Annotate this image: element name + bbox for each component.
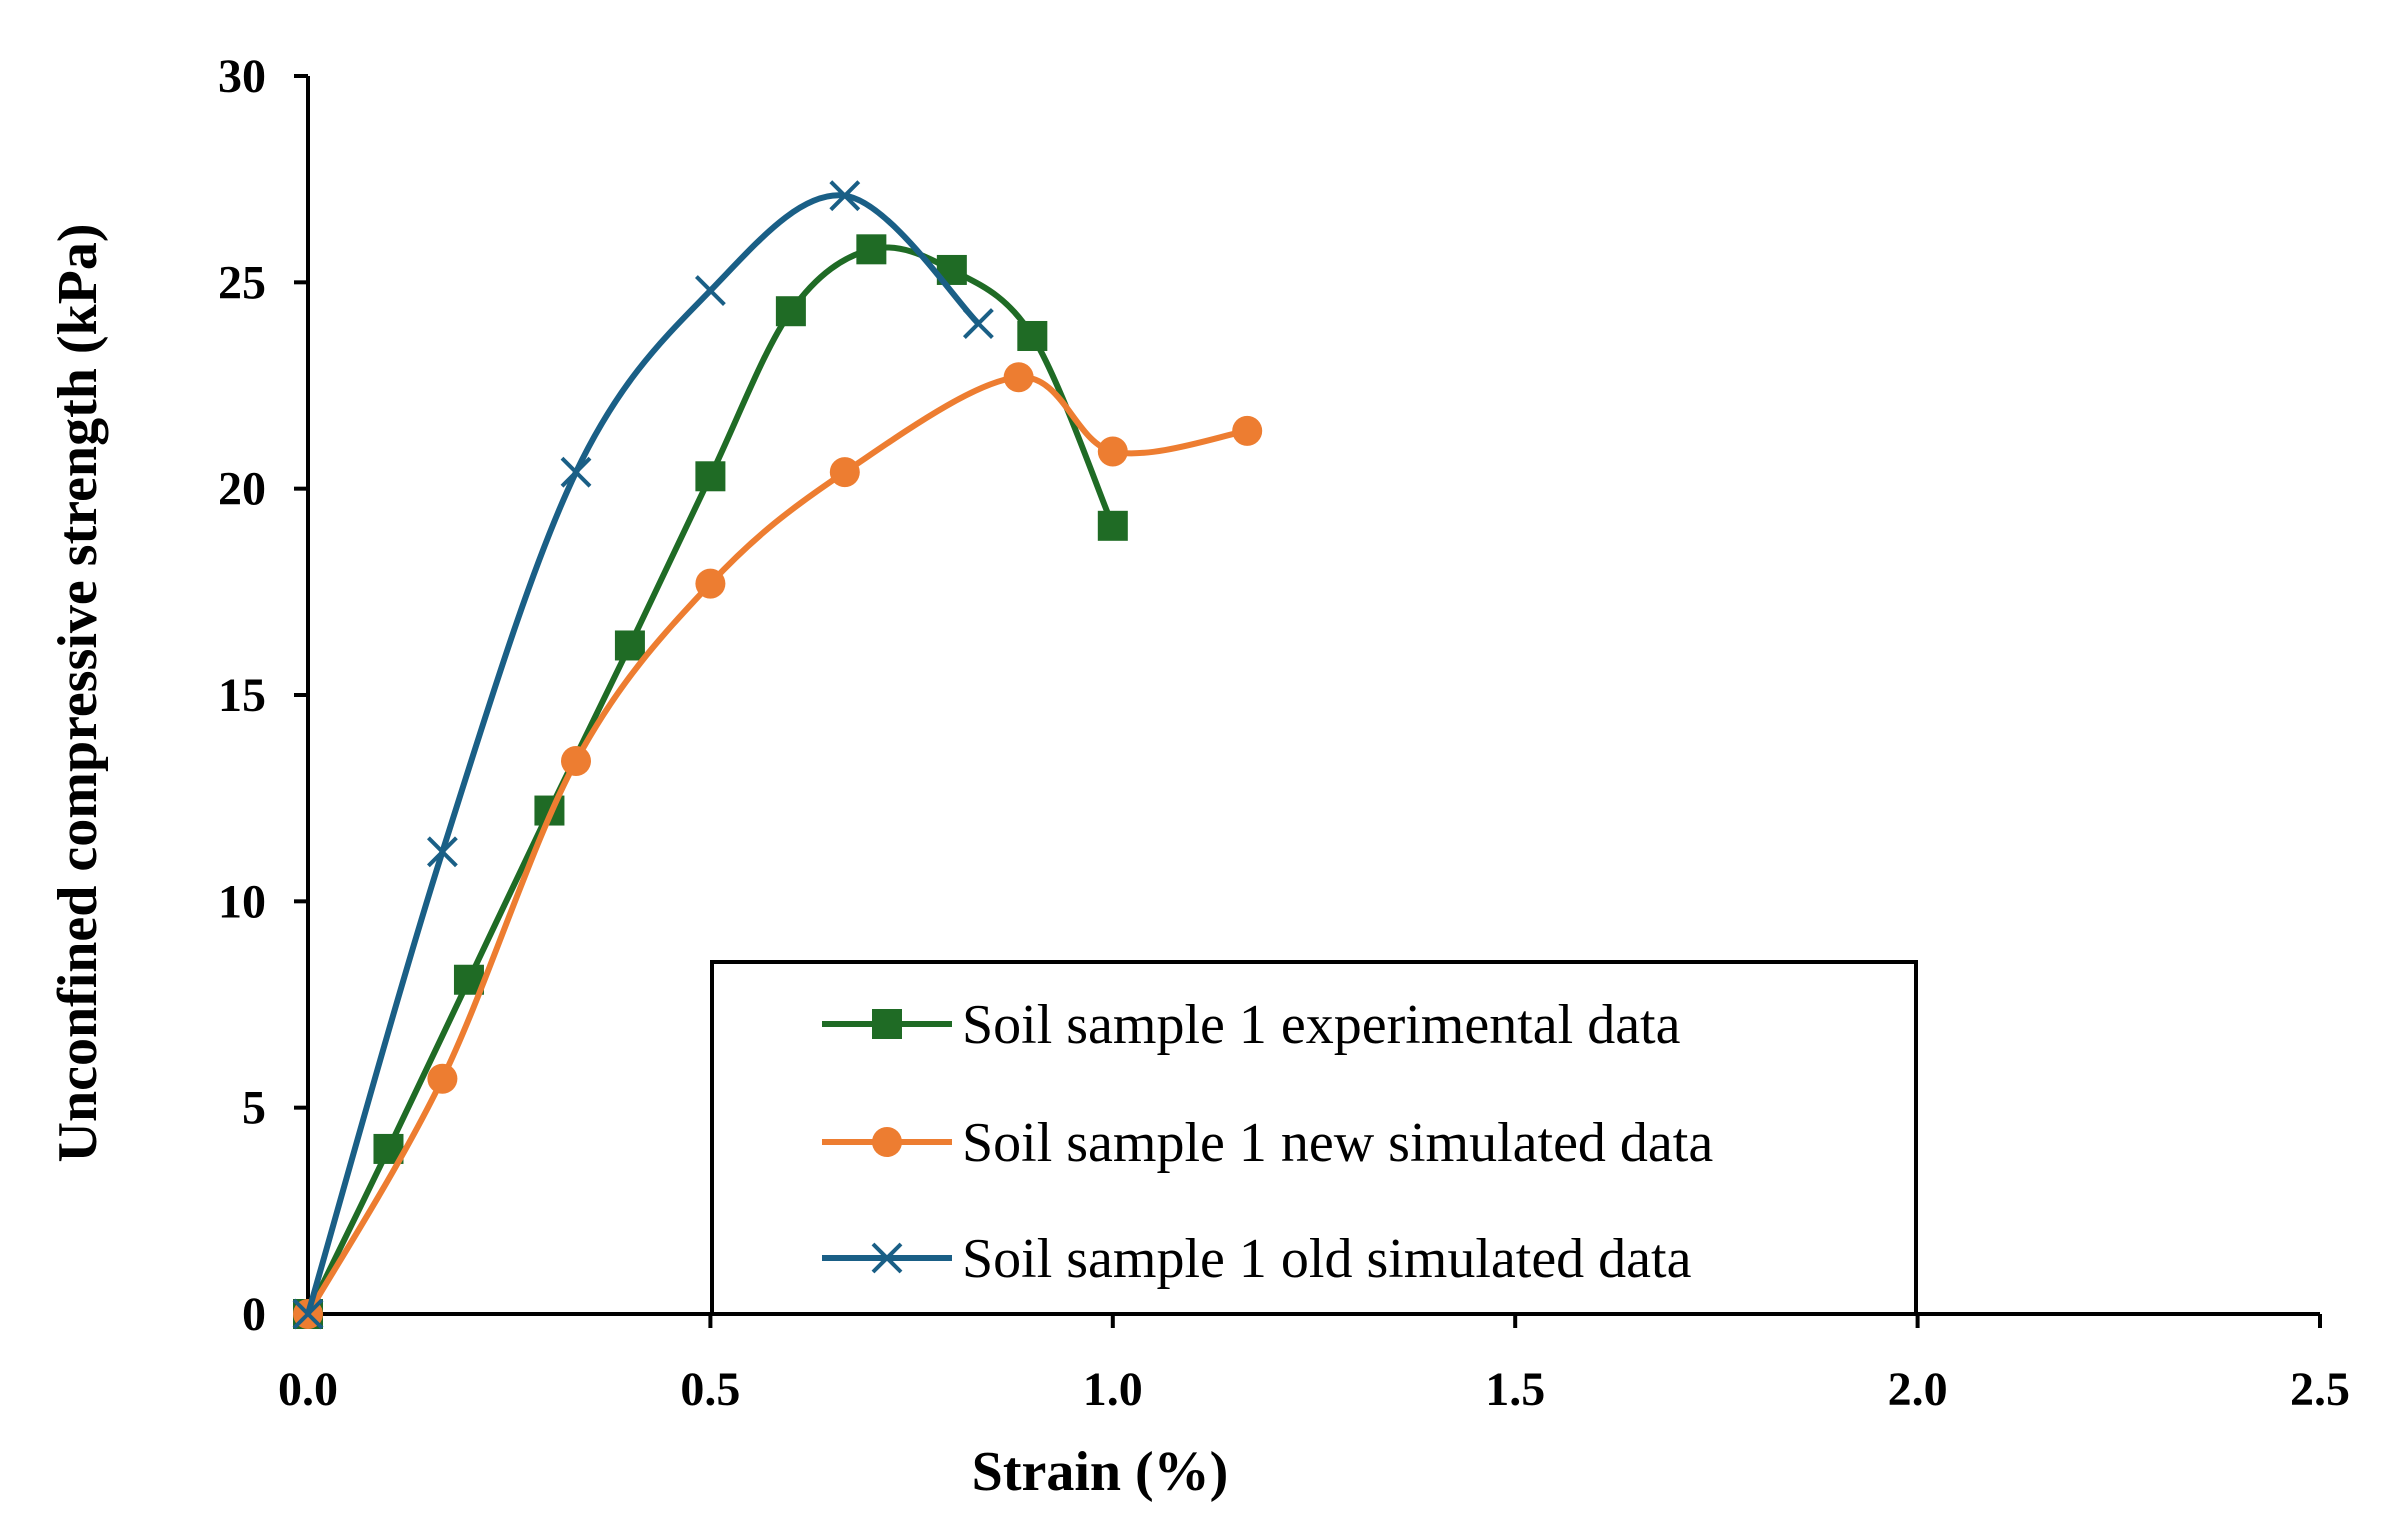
data-point-new-simulated — [1232, 415, 1263, 446]
x-axis-title: Strain (%) — [972, 1441, 1229, 1503]
x-marker-stroke — [962, 308, 994, 340]
legend-marker-old-simulated — [871, 1242, 903, 1274]
y-tick-label: 10 — [218, 875, 266, 928]
data-point-old-simulated — [560, 456, 592, 488]
y-tick-label: 5 — [242, 1082, 266, 1135]
series-layer — [292, 180, 1263, 1330]
y-axis-title: Unconfined compressive strength (kPa) — [47, 223, 109, 1162]
data-point-new-simulated — [1097, 436, 1128, 467]
series-old-simulated — [292, 180, 994, 1330]
x-marker-stroke — [694, 275, 726, 307]
data-point-new-simulated — [560, 746, 591, 777]
data-point-new-simulated — [1003, 362, 1034, 393]
data-point-experimental — [1097, 510, 1128, 541]
data-point-old-simulated — [426, 836, 458, 868]
data-point-old-simulated — [292, 1298, 324, 1330]
x-marker-stroke — [426, 836, 458, 868]
x-marker-stroke — [560, 456, 592, 488]
series-experimental — [293, 234, 1128, 1329]
x-tick-label: 2.5 — [2290, 1363, 2350, 1416]
axes: 0 5 10 15 20 25 30 0.0 0.5 1.0 1.5 2.0 2.5 — [218, 50, 2350, 1416]
data-point-old-simulated — [962, 308, 994, 340]
legend-marker-new-simulated — [872, 1127, 902, 1157]
data-point-old-simulated — [694, 275, 726, 307]
data-point-experimental — [614, 630, 645, 661]
data-point-experimental — [856, 234, 887, 265]
legend-label-old-simulated: Soil sample 1 old simulated data — [962, 1228, 1692, 1290]
y-tick-label: 20 — [218, 463, 266, 516]
x-tick-label: 0.5 — [680, 1363, 740, 1416]
series-line-experimental — [305, 244, 1116, 1316]
x-marker-stroke — [829, 180, 861, 212]
data-point-new-simulated — [829, 457, 860, 488]
x-tick-label: 0.0 — [278, 1363, 338, 1416]
data-point-new-simulated — [695, 568, 726, 599]
legend: Soil sample 1 experimental data Soil samp… — [710, 960, 1918, 1316]
x-tick-label: 1.5 — [1485, 1363, 1545, 1416]
data-point-old-simulated — [829, 180, 861, 212]
legend-marker-experimental — [872, 1009, 902, 1039]
x-marker-stroke — [871, 1242, 903, 1274]
x-marker-stroke — [292, 1298, 324, 1330]
y-tick-label: 25 — [218, 256, 266, 309]
data-point-experimental — [695, 461, 726, 492]
data-point-new-simulated — [427, 1063, 458, 1094]
x-tick-label: 1.0 — [1083, 1363, 1143, 1416]
series-new-simulated — [293, 362, 1263, 1329]
x-tick-label: 2.0 — [1888, 1363, 1948, 1416]
y-tick-label: 30 — [218, 50, 266, 103]
legend-label-experimental: Soil sample 1 experimental data — [962, 994, 1681, 1056]
y-tick-label: 15 — [218, 669, 266, 722]
y-tick-label: 0 — [242, 1288, 266, 1341]
data-point-experimental — [775, 296, 806, 327]
legend-label-new-simulated: Soil sample 1 new simulated data — [962, 1112, 1713, 1174]
data-point-experimental — [1017, 320, 1048, 351]
